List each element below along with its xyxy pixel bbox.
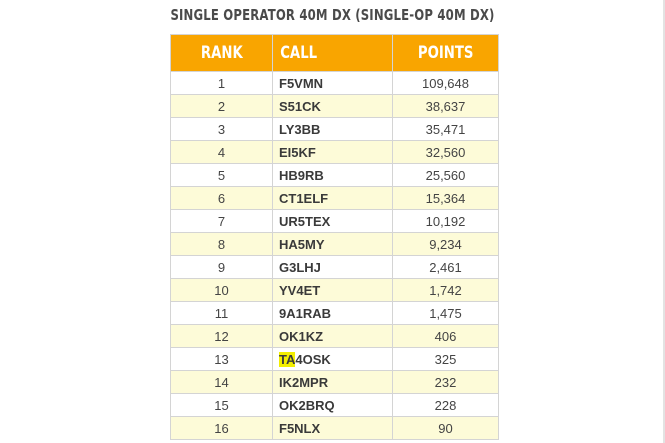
call-cell: YV4ET xyxy=(272,278,393,302)
table-row: 9 G3LHJ 2,461 xyxy=(170,255,499,279)
points-cell: 232 xyxy=(392,370,499,394)
points-cell: 10,192 xyxy=(392,209,499,233)
points-cell: 1,742 xyxy=(392,278,499,302)
table-row: 10 YV4ET 1,742 xyxy=(170,278,499,302)
rank-cell: 1 xyxy=(170,71,273,95)
table-row: 2 S51CK 38,637 xyxy=(170,94,499,118)
table-row: 3 LY3BB 35,471 xyxy=(170,117,499,141)
call-cell: G3LHJ xyxy=(272,255,393,279)
rank-cell: 13 xyxy=(170,347,273,371)
rank-cell: 10 xyxy=(170,278,273,302)
points-cell: 406 xyxy=(392,324,499,348)
table-row: 8 HA5MY 9,234 xyxy=(170,232,499,256)
call-cell: HB9RB xyxy=(272,163,393,187)
rank-cell: 4 xyxy=(170,140,273,164)
rank-cell: 6 xyxy=(170,186,273,210)
rank-cell: 7 xyxy=(170,209,273,233)
rank-cell: 12 xyxy=(170,324,273,348)
call-text: 4OSK xyxy=(295,351,331,367)
call-cell: F5NLX xyxy=(272,416,393,440)
call-cell: LY3BB xyxy=(272,117,393,141)
table-row: 6 CT1ELF 15,364 xyxy=(170,186,499,210)
column-header-call: CALL xyxy=(272,34,393,72)
rank-cell: 16 xyxy=(170,416,273,440)
points-cell: 2,461 xyxy=(392,255,499,279)
call-cell: S51CK xyxy=(272,94,393,118)
rank-cell: 11 xyxy=(170,301,273,325)
search-highlight: TA xyxy=(279,351,296,367)
rank-cell: 15 xyxy=(170,393,273,417)
page-title: SINGLE OPERATOR 40M DX (SINGLE-OP 40M DX… xyxy=(170,6,495,24)
call-cell: IK2MPR xyxy=(272,370,393,394)
table-row: 4 EI5KF 32,560 xyxy=(170,140,499,164)
call-cell: F5VMN xyxy=(272,71,393,95)
points-cell: 90 xyxy=(392,416,499,440)
rank-cell: 9 xyxy=(170,255,273,279)
column-header-points: POINTS xyxy=(392,34,499,72)
points-cell: 32,560 xyxy=(392,140,499,164)
points-cell: 25,560 xyxy=(392,163,499,187)
table-row: 15 OK2BRQ 228 xyxy=(170,393,499,417)
call-cell: TA4OSK xyxy=(272,347,393,371)
points-cell: 109,648 xyxy=(392,71,499,95)
table-row: 14 IK2MPR 232 xyxy=(170,370,499,394)
table-row: 1 F5VMN 109,648 xyxy=(170,71,499,95)
points-cell: 15,364 xyxy=(392,186,499,210)
rank-cell: 3 xyxy=(170,117,273,141)
points-cell: 38,637 xyxy=(392,94,499,118)
call-cell: UR5TEX xyxy=(272,209,393,233)
call-cell: CT1ELF xyxy=(272,186,393,210)
call-cell: HA5MY xyxy=(272,232,393,256)
table-header-row: RANK CALL POINTS xyxy=(170,34,499,72)
call-cell: 9A1RAB xyxy=(272,301,393,325)
page-edge-divider xyxy=(663,0,665,443)
call-cell: OK2BRQ xyxy=(272,393,393,417)
table-row: 16 F5NLX 90 xyxy=(170,416,499,440)
call-cell: EI5KF xyxy=(272,140,393,164)
table-row: 5 HB9RB 25,560 xyxy=(170,163,499,187)
table-row: 7 UR5TEX 10,192 xyxy=(170,209,499,233)
table-row: 12 OK1KZ 406 xyxy=(170,324,499,348)
column-header-rank: RANK xyxy=(170,34,273,72)
rank-cell: 5 xyxy=(170,163,273,187)
rank-cell: 14 xyxy=(170,370,273,394)
points-cell: 35,471 xyxy=(392,117,499,141)
call-cell: OK1KZ xyxy=(272,324,393,348)
table-row: 11 9A1RAB 1,475 xyxy=(170,301,499,325)
results-table: RANK CALL POINTS 1 F5VMN 109,648 2 S51CK… xyxy=(170,34,499,440)
rank-cell: 8 xyxy=(170,232,273,256)
points-cell: 1,475 xyxy=(392,301,499,325)
points-cell: 9,234 xyxy=(392,232,499,256)
rank-cell: 2 xyxy=(170,94,273,118)
points-cell: 228 xyxy=(392,393,499,417)
points-cell: 325 xyxy=(392,347,499,371)
table-row: 13 TA4OSK 325 xyxy=(170,347,499,371)
